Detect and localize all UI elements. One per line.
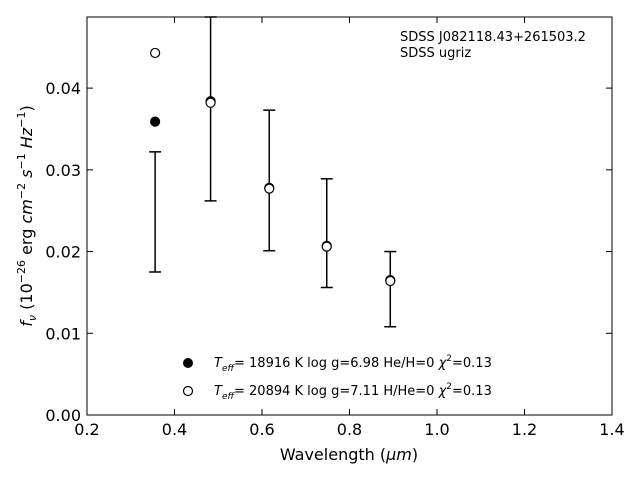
data-points <box>150 47 396 287</box>
y-tick-label: 0.02 <box>45 243 81 262</box>
axis-ticks: 0.2 0.4 0.6 0.8 1.0 1.2 1.4 0.00 0.01 0.02 0.03 0.0… <box>45 17 625 439</box>
model-point-open <box>264 183 275 194</box>
y-tick-label: 0.03 <box>45 161 81 180</box>
model-point-open <box>205 97 216 108</box>
y-tick-label: 0.00 <box>45 406 81 425</box>
legend-entry-1: Teff= 18916 K log g=6.98 He/H=0 χ2=0.13 <box>214 354 492 374</box>
y-axis-label: fν (10−26 erg cm−2 s−1 Hz−1) <box>15 105 39 326</box>
model-point-open <box>321 241 332 252</box>
x-tick-label: 1.0 <box>424 420 449 439</box>
y-tick-label: 0.01 <box>45 324 81 343</box>
x-tick-label: 0.4 <box>162 420 187 439</box>
error-bars <box>149 16 397 328</box>
legend-entry-2: Teff= 20894 K log g=7.11 H/He=0 χ2=0.13 <box>214 382 492 402</box>
model-point-open <box>385 275 396 287</box>
y-tick-label: 0.04 <box>45 79 81 98</box>
x-tick-label: 0.6 <box>249 420 274 439</box>
model-point-filled <box>150 116 161 127</box>
x-tick-label: 0.2 <box>74 420 99 439</box>
x-tick-label: 0.8 <box>337 420 362 439</box>
x-tick-label: 1.2 <box>512 420 537 439</box>
annotation-object-name: SDSS J082118.43+261503.2 <box>400 30 586 45</box>
x-axis-label: Wavelength (μm) <box>280 445 418 464</box>
x-tick-label: 1.4 <box>599 420 624 439</box>
model-point-open <box>150 47 161 59</box>
legend-marker-open <box>182 385 194 397</box>
legend-marker-filled <box>183 358 193 368</box>
annotation-filter-set: SDSS ugriz <box>400 46 471 61</box>
